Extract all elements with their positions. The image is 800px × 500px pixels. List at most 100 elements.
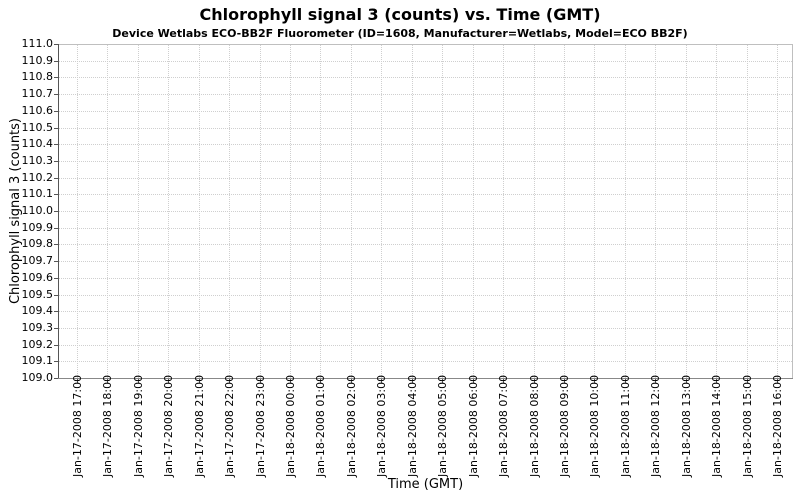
gridline-vertical: [533, 45, 535, 378]
y-tick-label: 109.8: [21, 237, 54, 250]
y-tick-label: 110.2: [21, 171, 54, 184]
y-tick-mark: [54, 378, 58, 379]
x-tick-mark: [473, 379, 474, 383]
gridline-vertical: [563, 45, 565, 378]
x-tick-mark: [229, 379, 230, 383]
y-tick-mark: [54, 94, 58, 95]
gridline-horizontal: [59, 361, 792, 363]
y-tick-label: 109.9: [21, 221, 54, 234]
y-tick-label: 111.0: [21, 37, 54, 50]
gridline-vertical: [503, 45, 505, 378]
x-tick-label: Jan-18-2008 01:00: [314, 374, 327, 477]
gridline-horizontal: [59, 94, 792, 96]
y-tick-mark: [54, 261, 58, 262]
gridline-horizontal: [59, 177, 792, 179]
x-tick-label: Jan-17-2008 18:00: [101, 374, 114, 477]
y-tick-mark: [54, 44, 58, 45]
x-tick-mark: [107, 379, 108, 383]
y-tick-mark: [54, 211, 58, 212]
gridline-vertical: [746, 45, 748, 378]
x-tick-mark: [534, 379, 535, 383]
gridline-vertical: [229, 45, 231, 378]
x-tick-mark: [716, 379, 717, 383]
y-tick-label: 110.0: [21, 204, 54, 217]
x-tick-label: Jan-18-2008 13:00: [680, 374, 693, 477]
chart-subtitle: Device Wetlabs ECO-BB2F Fluorometer (ID=…: [112, 27, 688, 40]
x-tick-mark: [77, 379, 78, 383]
gridline-vertical: [442, 45, 444, 378]
x-tick-mark: [199, 379, 200, 383]
gridline-horizontal: [59, 211, 792, 212]
y-tick-mark: [54, 278, 58, 279]
x-axis-title: Time (GMT): [387, 477, 464, 492]
y-tick-mark: [54, 61, 58, 62]
y-tick-label: 110.4: [21, 137, 54, 150]
x-tick-mark: [747, 379, 748, 383]
x-tick-label: Jan-17-2008 21:00: [193, 374, 206, 477]
y-tick-label: 109.7: [21, 254, 54, 267]
gridline-horizontal: [59, 77, 792, 79]
y-tick-label: 110.7: [21, 87, 54, 100]
x-tick-label: Jan-17-2008 20:00: [162, 374, 175, 477]
x-tick-label: Jan-18-2008 02:00: [345, 374, 358, 477]
y-tick-label: 109.2: [21, 338, 54, 351]
gridline-vertical: [320, 45, 322, 378]
y-tick-label: 110.9: [21, 54, 54, 67]
x-tick-label: Jan-18-2008 14:00: [710, 374, 723, 477]
gridline-vertical: [290, 45, 292, 378]
y-tick-label: 109.4: [21, 304, 54, 317]
x-tick-label: Jan-18-2008 08:00: [528, 374, 541, 477]
gridline-horizontal: [59, 261, 792, 263]
y-tick-mark: [54, 244, 58, 245]
x-tick-mark: [351, 379, 352, 383]
x-tick-label: Jan-17-2008 19:00: [132, 374, 145, 477]
y-tick-label: 109.6: [21, 271, 54, 284]
x-tick-label: Jan-18-2008 15:00: [741, 374, 754, 477]
x-tick-mark: [138, 379, 139, 383]
x-tick-mark: [412, 379, 413, 383]
gridline-vertical: [168, 45, 170, 378]
gridline-vertical: [77, 45, 78, 378]
x-axis-line: [58, 378, 793, 379]
y-tick-mark: [54, 328, 58, 329]
y-tick-label: 110.6: [21, 104, 54, 117]
y-tick-label: 110.8: [21, 70, 54, 83]
x-tick-mark: [686, 379, 687, 383]
x-tick-label: Jan-17-2008 17:00: [71, 374, 84, 477]
y-tick-label: 110.1: [21, 187, 54, 200]
gridline-vertical: [777, 45, 778, 378]
gridline-horizontal: [59, 60, 792, 62]
x-tick-mark: [320, 379, 321, 383]
y-tick-mark: [54, 161, 58, 162]
gridline-vertical: [381, 45, 383, 378]
gridline-horizontal: [59, 160, 792, 162]
y-tick-label: 110.5: [21, 121, 54, 134]
x-tick-label: Jan-18-2008 11:00: [619, 374, 632, 477]
x-tick-label: Jan-18-2008 07:00: [497, 374, 510, 477]
gridline-horizontal: [59, 244, 792, 246]
gridline-vertical: [685, 45, 687, 378]
x-tick-mark: [777, 379, 778, 383]
y-tick-mark: [54, 178, 58, 179]
y-tick-mark: [54, 311, 58, 312]
x-tick-mark: [503, 379, 504, 383]
x-tick-mark: [594, 379, 595, 383]
gridline-horizontal: [59, 127, 792, 129]
x-tick-mark: [168, 379, 169, 383]
gridline-vertical: [655, 45, 657, 378]
x-tick-label: Jan-18-2008 04:00: [406, 374, 419, 477]
gridline-horizontal: [59, 277, 792, 279]
gridline-horizontal: [59, 144, 792, 146]
x-tick-label: Jan-18-2008 10:00: [588, 374, 601, 477]
x-tick-label: Jan-17-2008 22:00: [223, 374, 236, 477]
plot-area: [58, 44, 793, 379]
x-tick-label: Jan-18-2008 12:00: [649, 374, 662, 477]
x-tick-label: Jan-18-2008 09:00: [558, 374, 571, 477]
y-axis-line: [58, 44, 59, 379]
x-tick-label: Jan-17-2008 23:00: [254, 374, 267, 477]
x-tick-label: Jan-18-2008 05:00: [436, 374, 449, 477]
x-tick-mark: [625, 379, 626, 383]
x-tick-label: Jan-18-2008 06:00: [467, 374, 480, 477]
gridline-vertical: [411, 45, 413, 378]
x-tick-mark: [290, 379, 291, 383]
